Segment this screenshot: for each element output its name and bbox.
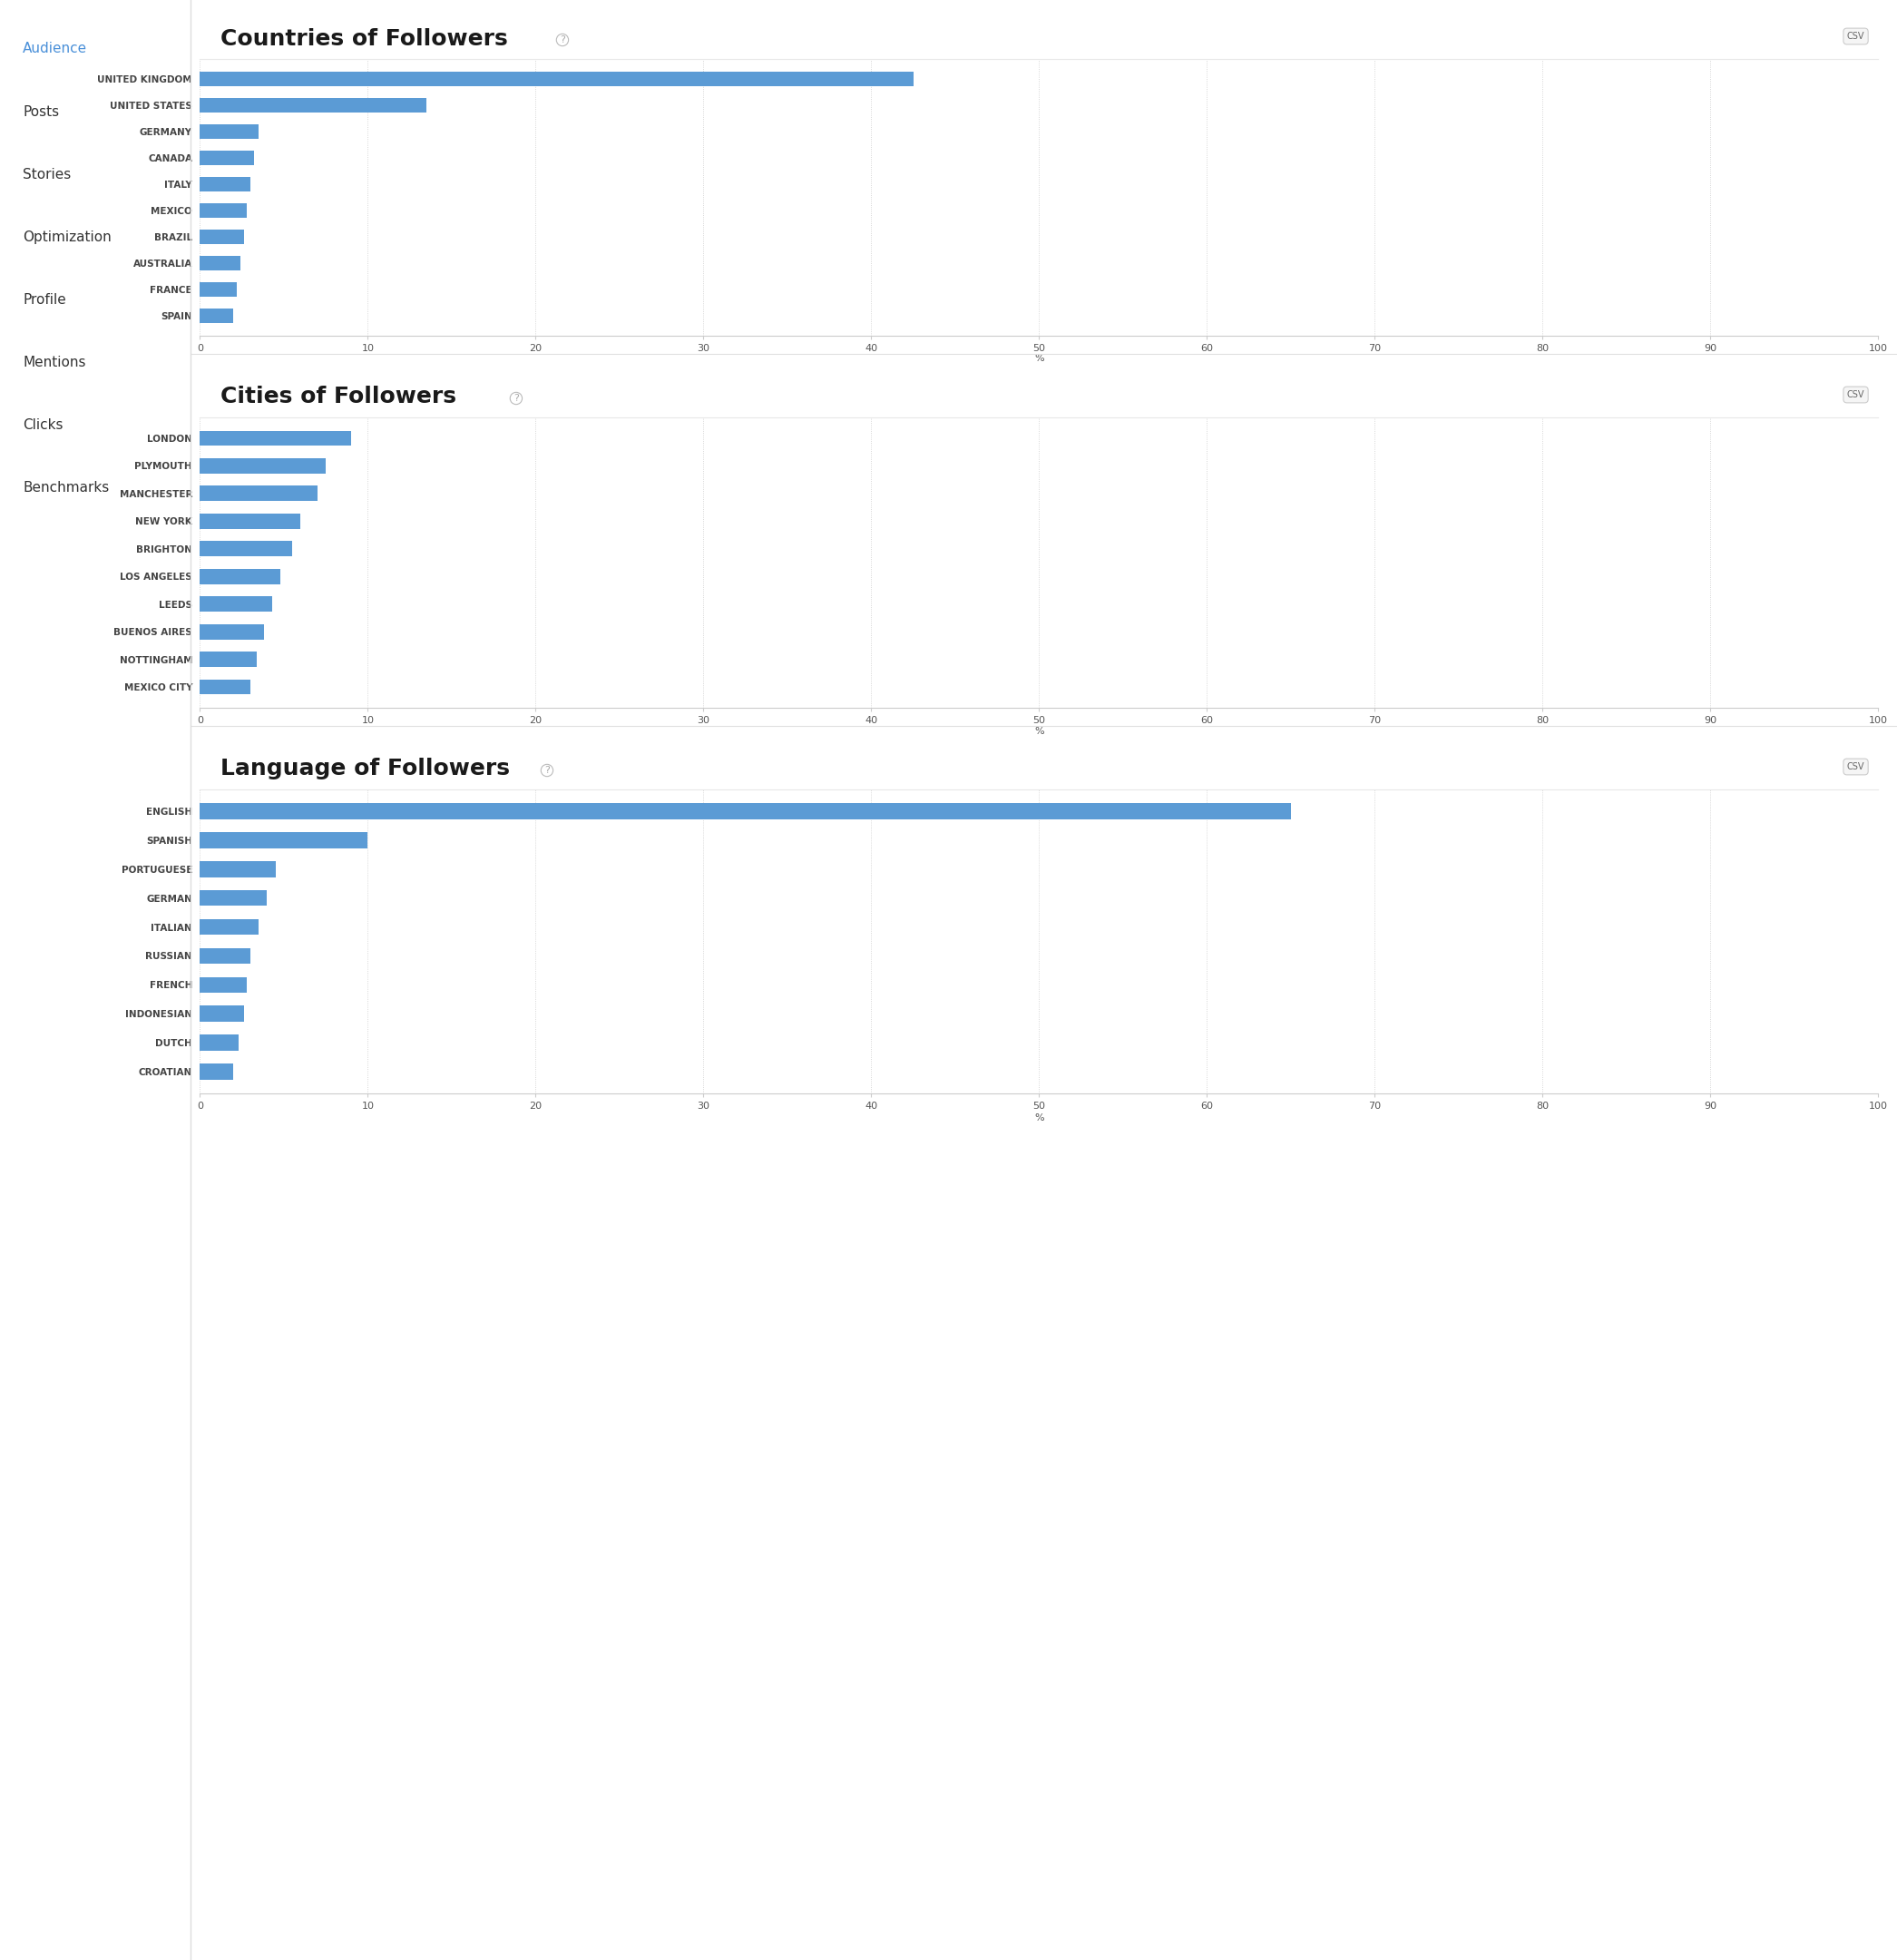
Bar (199, 98, 427, 112)
Text: Benchmarks: Benchmarks (23, 482, 110, 494)
Bar (199, 568, 281, 584)
Text: Audience: Audience (23, 43, 87, 55)
Bar (199, 1035, 239, 1051)
Text: ?: ? (514, 394, 518, 404)
Bar (199, 1064, 233, 1080)
Bar (199, 653, 258, 666)
Text: %: % (1034, 727, 1043, 735)
Text: Stories: Stories (23, 169, 72, 180)
Text: ?: ? (560, 35, 565, 45)
Bar (199, 459, 326, 474)
Bar (199, 596, 271, 612)
Bar (199, 833, 368, 849)
Text: Optimization: Optimization (23, 231, 112, 243)
Bar (199, 204, 247, 218)
Bar (199, 623, 264, 639)
Text: %: % (1034, 1113, 1043, 1123)
Bar (199, 123, 258, 139)
Bar (199, 229, 243, 245)
Bar (199, 1005, 243, 1021)
Bar (199, 431, 351, 445)
Text: Language of Followers: Language of Followers (220, 759, 510, 780)
Text: CSV: CSV (1848, 390, 1865, 400)
Bar (199, 890, 267, 906)
Bar (199, 860, 275, 876)
Bar (199, 680, 250, 694)
Bar (199, 486, 317, 502)
Text: Profile: Profile (23, 294, 66, 306)
Bar (199, 151, 254, 165)
Bar (199, 308, 233, 323)
Bar (199, 919, 258, 935)
Bar (199, 257, 241, 270)
Bar (199, 514, 302, 529)
Bar (199, 282, 237, 296)
Text: Clicks: Clicks (23, 419, 63, 431)
Bar (199, 804, 1290, 819)
Bar (199, 976, 247, 994)
Bar (199, 541, 292, 557)
Bar (199, 73, 912, 86)
Text: CSV: CSV (1848, 762, 1865, 772)
Bar (199, 949, 250, 964)
Text: Cities of Followers: Cities of Followers (220, 386, 455, 408)
Text: Mentions: Mentions (23, 357, 85, 368)
Text: CSV: CSV (1848, 31, 1865, 41)
Text: Countries of Followers: Countries of Followers (220, 27, 508, 49)
Bar (199, 176, 250, 192)
Text: ?: ? (544, 766, 550, 774)
Text: Posts: Posts (23, 106, 59, 118)
Text: %: % (1034, 353, 1043, 363)
